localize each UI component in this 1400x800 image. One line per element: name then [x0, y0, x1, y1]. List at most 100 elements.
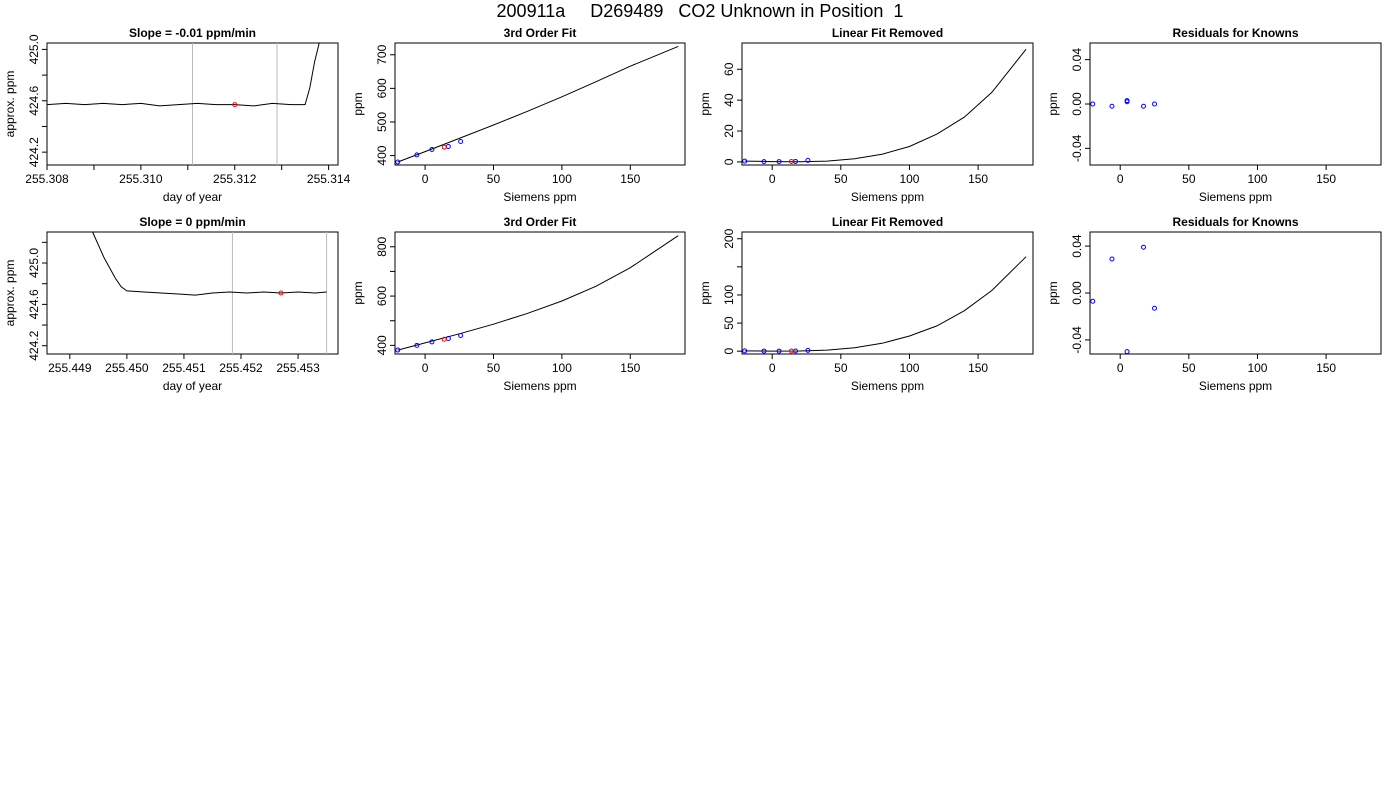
y-tick-label: 0	[722, 348, 736, 355]
plot-area	[1090, 98, 1158, 109]
panel-3: Linear Fit Removed Siemens ppm ppm 0 50 100 15…	[698, 26, 1034, 204]
plot-frame	[46, 231, 339, 355]
y-tick-label: 700	[375, 44, 389, 64]
known-point	[1109, 256, 1115, 262]
y-axis-label: ppm	[698, 92, 712, 115]
panel-7: Linear Fit Removed Siemens ppm ppm 0 50 100 15…	[698, 215, 1034, 393]
x-tick-label: 150	[620, 172, 640, 186]
plot-area	[1090, 244, 1158, 354]
known-point	[429, 147, 435, 153]
panel-title: 3rd Order Fit	[504, 215, 577, 229]
panel-title: Slope = 0 ppm/min	[139, 215, 245, 229]
y-tick-label: -0.04	[1070, 134, 1084, 162]
y-tick-label: 424.2	[27, 137, 41, 167]
series-line	[744, 48, 1027, 163]
y-tick-label: 500	[375, 112, 389, 132]
known-point	[1152, 101, 1158, 107]
y-axis-label: ppm	[351, 92, 365, 115]
x-tick-label: 150	[968, 172, 988, 186]
y-tick-label: 0.00	[1070, 92, 1084, 116]
x-axis-label: Siemens ppm	[503, 190, 576, 204]
y-tick-label: 60	[722, 62, 736, 76]
plot-area	[395, 45, 679, 165]
known-point	[805, 157, 811, 163]
known-point	[414, 342, 420, 348]
x-tick-label: 255.312	[213, 172, 257, 186]
panel-1: Slope = -0.01 ppm/min day of year approx. …	[3, 26, 351, 204]
x-tick-label: 50	[1182, 361, 1196, 375]
x-tick-label: 150	[1316, 361, 1336, 375]
y-tick-label: 424.6	[27, 289, 41, 319]
x-tick-label: 100	[1247, 361, 1267, 375]
panel-title: Linear Fit Removed	[832, 26, 943, 40]
known-point	[1152, 305, 1158, 311]
y-tick-label: 100	[722, 285, 736, 305]
y-tick-label: 0.04	[1070, 48, 1084, 72]
y-axis-label: ppm	[698, 281, 712, 304]
known-point	[395, 347, 401, 353]
x-tick-label: 0	[769, 361, 776, 375]
y-tick-label: 200	[722, 228, 736, 248]
known-point	[1124, 98, 1130, 104]
x-tick-label: 50	[487, 361, 501, 375]
y-axis-label: approx. ppm	[3, 71, 17, 138]
panel-title: Residuals for Knowns	[1172, 215, 1298, 229]
y-tick-label: 400	[375, 335, 389, 355]
y-tick-label: -0.04	[1070, 326, 1084, 354]
y-tick-label: 425.0	[27, 248, 41, 278]
plot-frame	[1089, 231, 1382, 355]
y-axis-label: approx. ppm	[3, 260, 17, 327]
panel-title: Residuals for Knowns	[1172, 26, 1298, 40]
y-tick-label: 400	[375, 145, 389, 165]
known-point	[1141, 244, 1147, 250]
x-tick-label: 255.452	[219, 361, 263, 375]
y-tick-label: 50	[722, 316, 736, 330]
x-tick-label: 0	[422, 361, 429, 375]
y-tick-label: 20	[722, 124, 736, 138]
known-point	[761, 159, 767, 165]
y-axis-label: ppm	[1046, 92, 1060, 115]
series-line	[47, 43, 320, 107]
x-tick-label: 100	[899, 172, 919, 186]
known-point	[414, 152, 420, 158]
x-tick-label: 50	[834, 172, 848, 186]
x-axis-label: day of year	[163, 190, 222, 204]
x-tick-label: 255.450	[105, 361, 149, 375]
known-point	[458, 138, 464, 144]
x-tick-label: 150	[620, 361, 640, 375]
x-tick-label: 50	[1182, 172, 1196, 186]
plot-frame	[394, 231, 686, 355]
panel-title: Linear Fit Removed	[832, 215, 943, 229]
panel-6: 3rd Order Fit Siemens ppm ppm 0 50 100 150 400 6…	[351, 215, 686, 393]
known-point	[761, 348, 767, 354]
x-tick-label: 100	[1247, 172, 1267, 186]
x-axis-label: Siemens ppm	[1199, 379, 1272, 393]
x-axis-label: Siemens ppm	[851, 190, 924, 204]
x-tick-label: 255.310	[119, 172, 163, 186]
y-axis-label: ppm	[351, 281, 365, 304]
y-tick-label: 424.6	[27, 85, 41, 115]
known-point	[458, 333, 464, 339]
x-tick-label: 50	[834, 361, 848, 375]
x-tick-label: 50	[487, 172, 501, 186]
unknown-point	[278, 290, 284, 296]
figure-title: 200911a D269489 CO2 Unknown in Position …	[496, 1, 904, 21]
y-tick-label: 0.00	[1070, 281, 1084, 305]
x-axis-label: Siemens ppm	[851, 379, 924, 393]
x-tick-label: 100	[899, 361, 919, 375]
x-tick-label: 255.451	[162, 361, 206, 375]
known-point	[1090, 101, 1096, 107]
x-axis-label: Siemens ppm	[1199, 190, 1272, 204]
series-line	[397, 235, 679, 351]
y-axis-label: ppm	[1046, 281, 1060, 304]
unknown-point	[788, 348, 794, 354]
known-point	[429, 339, 435, 345]
plot-frame	[1089, 42, 1382, 166]
known-point	[805, 347, 811, 353]
plot-frame	[741, 231, 1034, 355]
y-tick-label: 425.0	[27, 34, 41, 64]
series-line	[744, 256, 1027, 352]
panel-title: 3rd Order Fit	[504, 26, 577, 40]
known-point	[1141, 103, 1147, 109]
plot-frame	[741, 42, 1034, 166]
